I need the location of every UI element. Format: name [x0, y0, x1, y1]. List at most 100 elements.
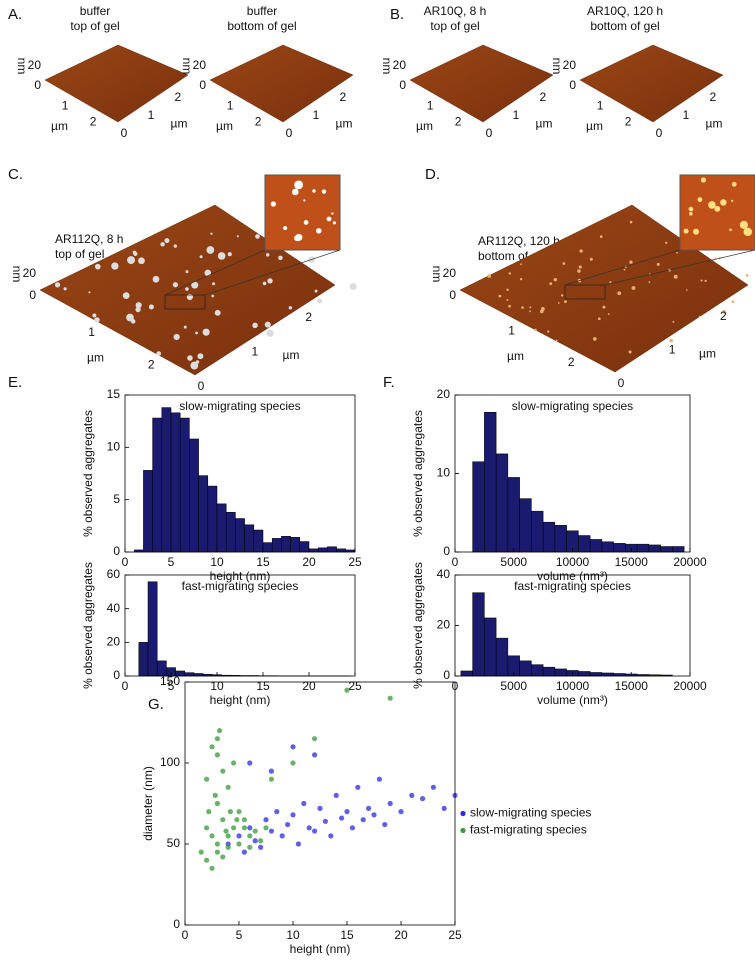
bar: [299, 541, 310, 553]
x-axis-label: height (nm): [290, 942, 351, 956]
bar: [542, 521, 556, 553]
scatter-point: [398, 809, 404, 815]
scatter-point: [241, 825, 247, 831]
x-tick-label: 25: [348, 555, 362, 569]
afm-surface: [209, 44, 354, 123]
x-tick-label: 20: [394, 928, 408, 942]
surface-feature: [498, 294, 502, 298]
scatter-point: [225, 833, 231, 839]
surface-feature: [160, 242, 165, 247]
scatter-point: [214, 800, 220, 807]
bar: [244, 524, 255, 553]
bar: [460, 670, 473, 677]
surface-feature: [698, 315, 701, 318]
chart-title: fast-migrating species: [514, 579, 631, 593]
surface-feature: [164, 238, 170, 244]
bar: [601, 541, 614, 553]
scatter-point: [328, 833, 334, 839]
scatter-point: [371, 812, 377, 818]
panel-label: B.: [390, 6, 404, 23]
surface-feature: [521, 306, 524, 309]
y-tick-label: 100: [160, 755, 180, 769]
inset-feature: [720, 199, 727, 206]
inset-feature: [283, 226, 288, 231]
z-axis-label: nm: [10, 266, 24, 283]
surface-feature: [547, 330, 550, 333]
bar: [531, 664, 544, 677]
bar: [225, 511, 236, 553]
scatter-point: [214, 736, 220, 742]
surface-feature: [656, 262, 660, 266]
bar: [472, 592, 485, 677]
y-axis-label: % observed aggregates: [81, 410, 95, 537]
surface-feature: [506, 298, 509, 301]
x-tick-label: 5: [168, 555, 175, 569]
bar: [484, 412, 497, 553]
surface-feature: [676, 251, 678, 254]
surface-feature: [135, 302, 142, 309]
scatter-point: [236, 809, 242, 815]
z-tick-label: 20: [28, 58, 42, 72]
y-tick-label: 1: [313, 108, 320, 122]
surface-feature: [210, 232, 213, 235]
z-tick-label: 20: [443, 266, 457, 280]
surface-feature: [529, 310, 531, 313]
inset-feature: [316, 228, 322, 234]
scatter-point: [360, 817, 366, 823]
legend-label: slow-migrating species: [470, 806, 591, 820]
inset-feature: [743, 227, 753, 237]
inset-feature: [321, 189, 327, 194]
x-tick-label: 2: [255, 114, 262, 128]
image-title: top of gel: [55, 247, 104, 261]
bar: [589, 539, 603, 553]
surface-feature: [487, 274, 492, 278]
scatter-point: [268, 768, 274, 774]
bar: [519, 498, 532, 553]
y-axis-label: % observed aggregates: [81, 562, 95, 689]
scatter-point: [339, 815, 345, 821]
surface-feature: [349, 282, 357, 291]
scatter-point: [227, 809, 233, 815]
surface-feature: [669, 338, 673, 343]
surface-feature: [214, 309, 221, 316]
z-tick-label: 0: [399, 78, 406, 92]
z-tick-label: 20: [393, 58, 407, 72]
x-tick-label: 1: [227, 98, 234, 112]
inset-feature: [689, 211, 693, 216]
y-axis-label: % observed aggregates: [411, 562, 425, 689]
surface-feature: [562, 262, 566, 265]
image-title: buffer: [80, 4, 110, 18]
image-title: top of gel: [70, 19, 119, 33]
bar: [660, 546, 673, 553]
scatter-point: [214, 841, 220, 847]
surface-feature: [138, 257, 145, 265]
surface-feature: [288, 306, 293, 310]
inset-feature: [270, 201, 276, 207]
bar: [189, 438, 199, 553]
y-tick-label: 0: [618, 376, 625, 390]
scatter-point: [212, 792, 218, 799]
panel-label: G.: [148, 696, 164, 713]
scatter-point: [290, 812, 296, 818]
scatter-point: [322, 818, 328, 824]
scatter-point: [376, 776, 382, 782]
y-axis-label: % observed aggregates: [411, 410, 425, 537]
surface-feature: [267, 278, 273, 284]
surface-feature: [191, 281, 199, 289]
scatter-point: [349, 825, 355, 831]
x-tick-label: 2: [568, 355, 575, 369]
y-tick-label: 20: [107, 635, 121, 649]
surface-feature: [122, 292, 130, 299]
panel-label: E.: [8, 374, 22, 391]
y-tick-label: 40: [107, 601, 121, 615]
surface-feature: [63, 287, 67, 291]
x-tick-label: 2: [90, 114, 97, 128]
surface-feature: [211, 294, 215, 298]
surface-feature: [183, 325, 187, 329]
scatter-point: [420, 796, 426, 802]
surface-feature: [577, 269, 581, 273]
x-tick-label: 10000: [556, 555, 590, 569]
scatter-point: [301, 800, 307, 807]
x-axis-label: height (nm): [210, 693, 271, 707]
y-tick-label: 2: [720, 309, 727, 323]
